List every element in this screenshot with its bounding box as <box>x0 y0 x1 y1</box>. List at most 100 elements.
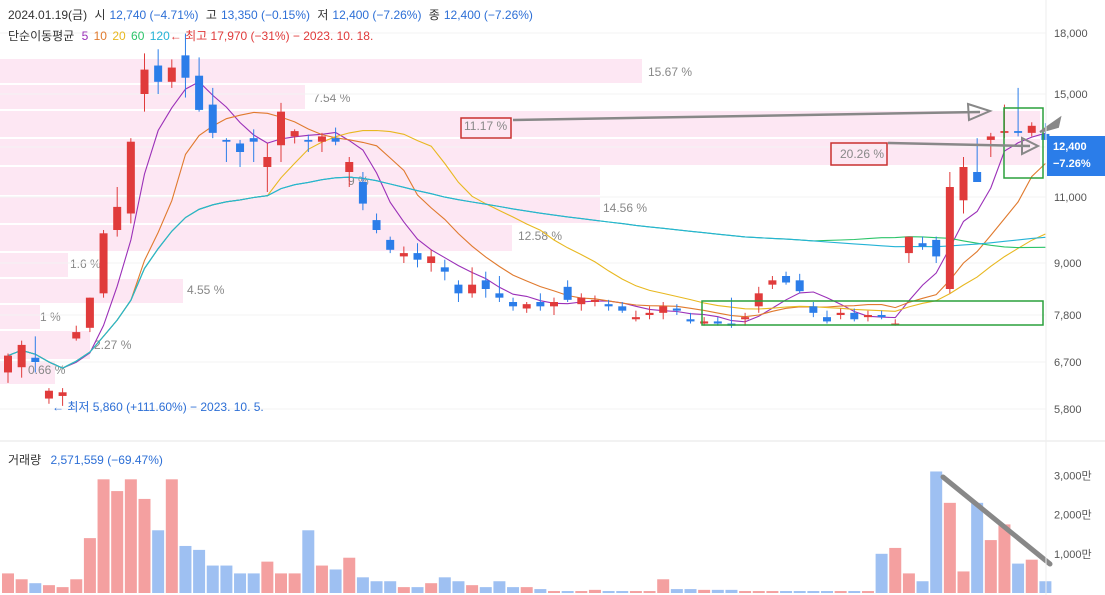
candle-body <box>249 138 258 142</box>
ma-10-label[interactable]: 10 <box>93 29 107 43</box>
candle-body <box>686 319 695 322</box>
max-price-note: ← 최고 17,970 (−31%) − 2023. 10. 18. <box>169 29 374 43</box>
volume-tick-label: 3,000만 <box>1054 469 1092 482</box>
candle-body <box>372 220 381 230</box>
volume-bar <box>438 577 451 593</box>
volume-bar <box>902 573 915 593</box>
candle-body <box>85 297 94 328</box>
high-value: 13,350 (−0.15%) <box>220 8 310 22</box>
volume-profile-band <box>0 111 1040 137</box>
volume-bar <box>111 491 124 593</box>
current-price-tag: 12,400 −7.26% <box>1047 136 1105 176</box>
volume-bar <box>561 591 574 593</box>
volume-profile-label: 4.55 % <box>187 283 225 297</box>
ma-120-line <box>7 176 1046 369</box>
candle-body <box>631 317 640 320</box>
candle-body <box>99 233 108 294</box>
candle-body <box>863 315 872 318</box>
volume-profile-label: 15.67 % <box>648 65 692 79</box>
candle-body <box>17 344 26 368</box>
volume-profile-label: 1 % <box>40 310 61 324</box>
candle-body <box>167 67 176 82</box>
candle-body <box>618 306 627 311</box>
candle-body <box>577 297 586 305</box>
volume-tick-label: 2,000만 <box>1054 509 1092 522</box>
ma-120-label[interactable]: 120 <box>149 29 170 43</box>
candle-body <box>1027 125 1036 133</box>
volume-bar <box>889 547 902 593</box>
volume-bar <box>643 591 656 593</box>
volume-bar <box>629 591 642 593</box>
candle-body <box>741 317 750 320</box>
volume-bar <box>138 498 151 593</box>
volume-bar <box>356 577 369 593</box>
low-value: 12,400 (−7.26%) <box>332 8 422 22</box>
candle-body <box>563 286 572 300</box>
volume-label: 거래량 <box>8 453 42 467</box>
candle-body <box>713 321 722 324</box>
volume-profile-label: 0.66 % <box>28 363 66 377</box>
highlight-box-support <box>701 300 1044 326</box>
volume-bar <box>807 591 820 593</box>
volume-profile-band <box>0 85 305 109</box>
candle-body <box>932 239 941 257</box>
candle-body <box>809 306 818 313</box>
ma-5-label[interactable]: 5 <box>81 29 89 43</box>
candle-body <box>918 243 927 247</box>
volume-bar <box>466 585 479 593</box>
candle-body <box>754 293 763 307</box>
volume-bar <box>165 479 178 593</box>
volume-header: 거래량 2,571,559 (−69.47%) <box>8 451 163 468</box>
volume-bar <box>998 524 1011 593</box>
candle-body <box>904 236 913 254</box>
arrow-line <box>887 141 1031 148</box>
volume-profile-label: 14.56 % <box>603 201 647 215</box>
volume-bar <box>848 591 861 593</box>
volume-bar <box>152 530 165 593</box>
volume-bar <box>698 589 711 593</box>
candle-body <box>836 312 845 315</box>
ma-60-label[interactable]: 60 <box>131 29 145 43</box>
volume-bar <box>875 553 888 593</box>
volume-bar <box>193 549 206 593</box>
candle-body <box>1014 131 1023 133</box>
volume-bar <box>315 565 328 593</box>
volume-bar <box>711 589 724 593</box>
candle-body <box>672 308 681 311</box>
price-tick-label: 7,800 <box>1054 310 1082 322</box>
candle-body <box>550 302 558 307</box>
arrowhead <box>1021 136 1041 156</box>
candle-body <box>945 187 954 289</box>
ma-5-line <box>7 81 1046 369</box>
volume-bar <box>302 530 315 593</box>
candle-body <box>795 280 804 292</box>
volume-trend-line <box>940 474 1053 567</box>
candle-body <box>4 355 12 373</box>
volume-bar <box>247 573 260 593</box>
candle-body <box>181 55 190 78</box>
ma-10-line <box>7 111 1046 369</box>
volume-value: 2,571,559 (−69.47%) <box>50 453 163 467</box>
volume-bar <box>370 581 383 593</box>
candle-body <box>44 390 53 399</box>
volume-bar <box>793 591 806 593</box>
volume-profile-label: 20.26 % <box>840 147 884 161</box>
arrow-line <box>512 110 981 122</box>
candle-body <box>208 104 217 133</box>
min-price-note: ← 최저 5,860 (+111.60%) − 2023. 10. 5. <box>52 400 264 414</box>
date-label: 2024.01.19(금) <box>8 8 88 22</box>
candle-body <box>140 69 149 94</box>
ma-20-label[interactable]: 20 <box>112 29 126 43</box>
ma-legend[interactable]: 단순이동평균 5 10 20 60 120← 최고 17,970 (−31%) … <box>8 27 377 44</box>
close-value: 12,400 (−7.26%) <box>443 8 533 22</box>
volume-bars <box>2 471 1052 593</box>
volume-bar <box>479 587 492 593</box>
close-label: 종 <box>428 8 440 22</box>
volume-bar <box>534 589 547 593</box>
volume-bar <box>548 591 560 593</box>
volume-bar <box>1012 563 1025 593</box>
candle-body <box>700 321 709 324</box>
candle-body <box>113 206 122 230</box>
candle-body <box>263 157 272 167</box>
